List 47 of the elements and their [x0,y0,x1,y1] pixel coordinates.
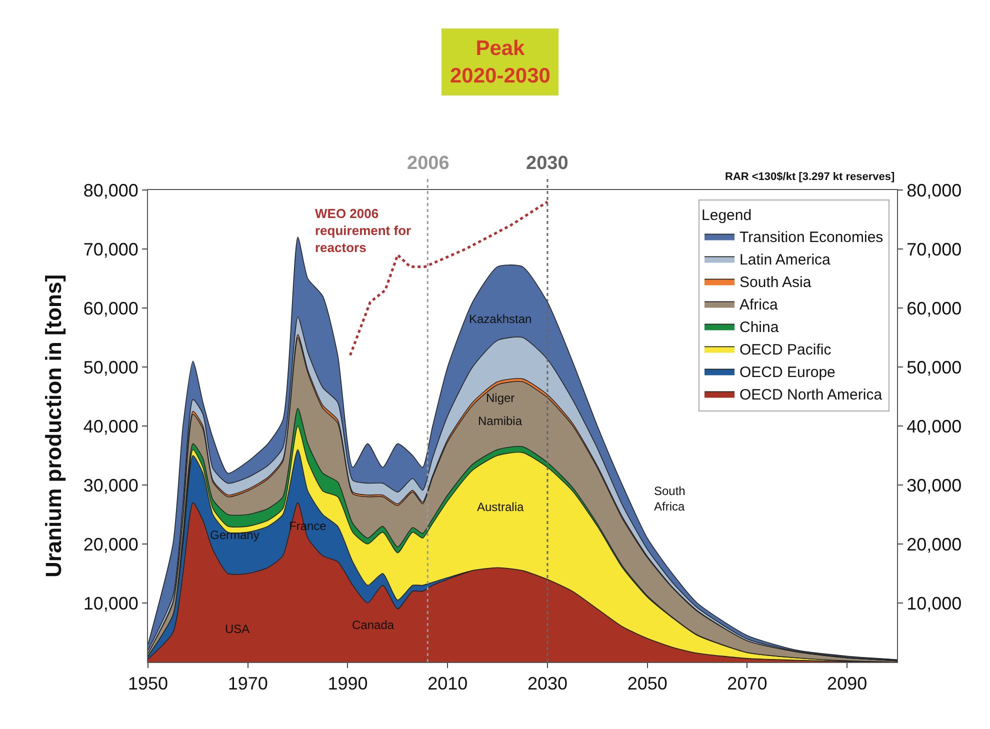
legend-label: Transition Economies [740,229,884,246]
x-tick-label: 2090 [827,674,868,694]
legend-label: Africa [740,296,779,314]
annotation: South Africa [654,484,686,514]
annotation: Germany [210,528,260,542]
y2-tick-label: 70,000 [906,239,962,260]
annotation: Namibia [478,414,522,428]
x-tick-label: 1950 [128,674,168,694]
y2-tick-label: 40,000 [906,416,962,436]
y-tick-label: 60,000 [83,298,138,318]
x-tick-label: 1990 [328,674,368,694]
annotation: Australia [477,500,524,514]
x-tick-label: 2030 [527,674,568,694]
annotation: Niger [486,391,515,405]
y-tick-label: 30,000 [83,475,138,496]
text: RAR <130$/kt [3.297 kt reserves] [725,171,896,183]
legend-title: Legend [702,206,752,224]
legend-label: South Asia [740,274,812,292]
x-tick-label: 2050 [627,674,668,694]
y-tick-label: 80,000 [83,180,138,200]
chart-title: Peak 2020-2030 [450,37,550,88]
y2-tick-label: 50,000 [906,357,962,378]
y-tick-label: 40,000 [83,416,138,436]
legend-label: OECD Pacific [740,342,832,359]
legend-label: OECD Europe [740,364,836,382]
y2-tick-label: 80,000 [906,180,962,200]
legend-label: China [740,319,780,336]
y2-tick-label: 10,000 [906,593,962,614]
annotation: Kazakhstan [469,312,532,326]
y-tick-label: 70,000 [83,239,138,260]
y-tick-label: 10,000 [83,593,138,614]
x-tick-label: 2010 [428,674,468,694]
x-tick-label: 1970 [228,674,268,694]
series-label: WEO 2006 requirement for reactors [315,206,412,255]
y-tick-label: 20,000 [83,534,138,554]
annotation: USA [225,622,250,636]
y2-tick-label: 60,000 [906,298,962,318]
ref-line-label: 2006 [407,153,450,174]
y-axis-title: Uranium production in [tons] [41,274,66,578]
legend-label: Latin America [740,252,832,269]
legend-label: OECD North America [740,386,883,404]
ref-line-label: 2030 [526,153,568,174]
y-tick-label: 50,000 [83,357,138,378]
x-tick-label: 2070 [727,674,768,694]
y2-tick-label: 20,000 [906,534,962,554]
y2-tick-label: 30,000 [906,475,962,496]
annotation: Canada [352,618,394,632]
